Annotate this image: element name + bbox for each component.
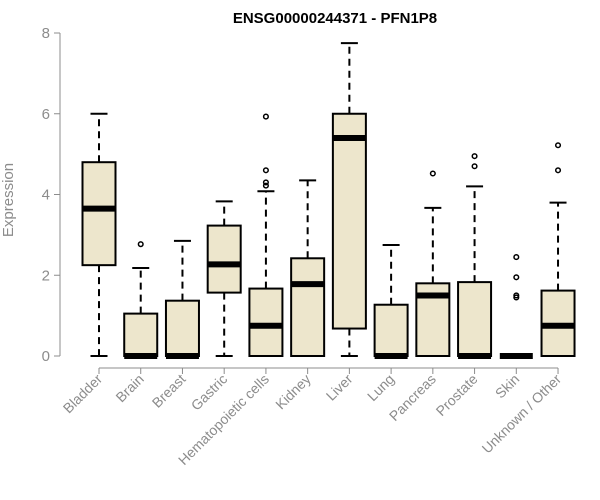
outlier-point (262, 167, 269, 174)
x-tick-label: Kidney (272, 371, 314, 413)
box-hematopoietic-cells (248, 113, 284, 358)
box-body (123, 312, 159, 358)
box-body (457, 281, 493, 357)
x-tick-label: Prostate (433, 371, 481, 419)
x-tick-label: Liver (323, 371, 356, 404)
x-tick-label: Lung (364, 371, 397, 404)
box-group (81, 42, 576, 359)
box-lung (373, 243, 409, 359)
outlier-point (262, 179, 269, 186)
box-body (373, 303, 409, 358)
outlier-point (262, 182, 269, 189)
box-brain (123, 241, 159, 359)
y-tick-label: 4 (42, 187, 50, 204)
y-tick-label: 6 (42, 106, 50, 123)
box-prostate (457, 153, 493, 359)
y-axis: 0 2 4 6 8 (42, 25, 61, 365)
x-tick-label: Breast (149, 371, 189, 411)
outlier-point (513, 254, 520, 261)
outlier-point (513, 294, 520, 301)
box-bladder (81, 112, 117, 357)
outlier-point (513, 292, 520, 299)
outlier-point (137, 241, 144, 248)
outlier-point (554, 167, 562, 174)
outlier-point (262, 113, 269, 120)
box-kidney (290, 179, 326, 358)
box-breast (164, 239, 200, 359)
x-tick-label: Bladder (60, 371, 106, 417)
x-tick-label: Skin (492, 371, 523, 402)
box-body (206, 224, 242, 294)
y-tick-label: 8 (42, 25, 50, 42)
box-pancreas (415, 170, 451, 358)
chart-title: ENSG00000244371 - PFN1P8 (233, 10, 437, 27)
box-unknown-other (540, 142, 576, 357)
outlier-point (471, 153, 478, 160)
box-gastric (206, 200, 242, 357)
box-body (81, 161, 117, 267)
box-skin (499, 254, 533, 359)
box-body (331, 112, 367, 330)
box-body (164, 299, 200, 357)
box-body (248, 287, 284, 358)
y-axis-label: Expression (0, 163, 17, 237)
x-tick-label: Brain (112, 371, 146, 405)
x-tick-label: Unknown / Other (479, 371, 565, 457)
box-body (290, 257, 326, 358)
outlier-point (471, 163, 478, 170)
y-tick-label: 0 (42, 348, 50, 365)
outlier-point (429, 170, 436, 177)
box-liver (331, 42, 367, 357)
outlier-point (554, 142, 562, 149)
y-tick-label: 2 (42, 267, 50, 284)
outlier-point (513, 274, 520, 281)
